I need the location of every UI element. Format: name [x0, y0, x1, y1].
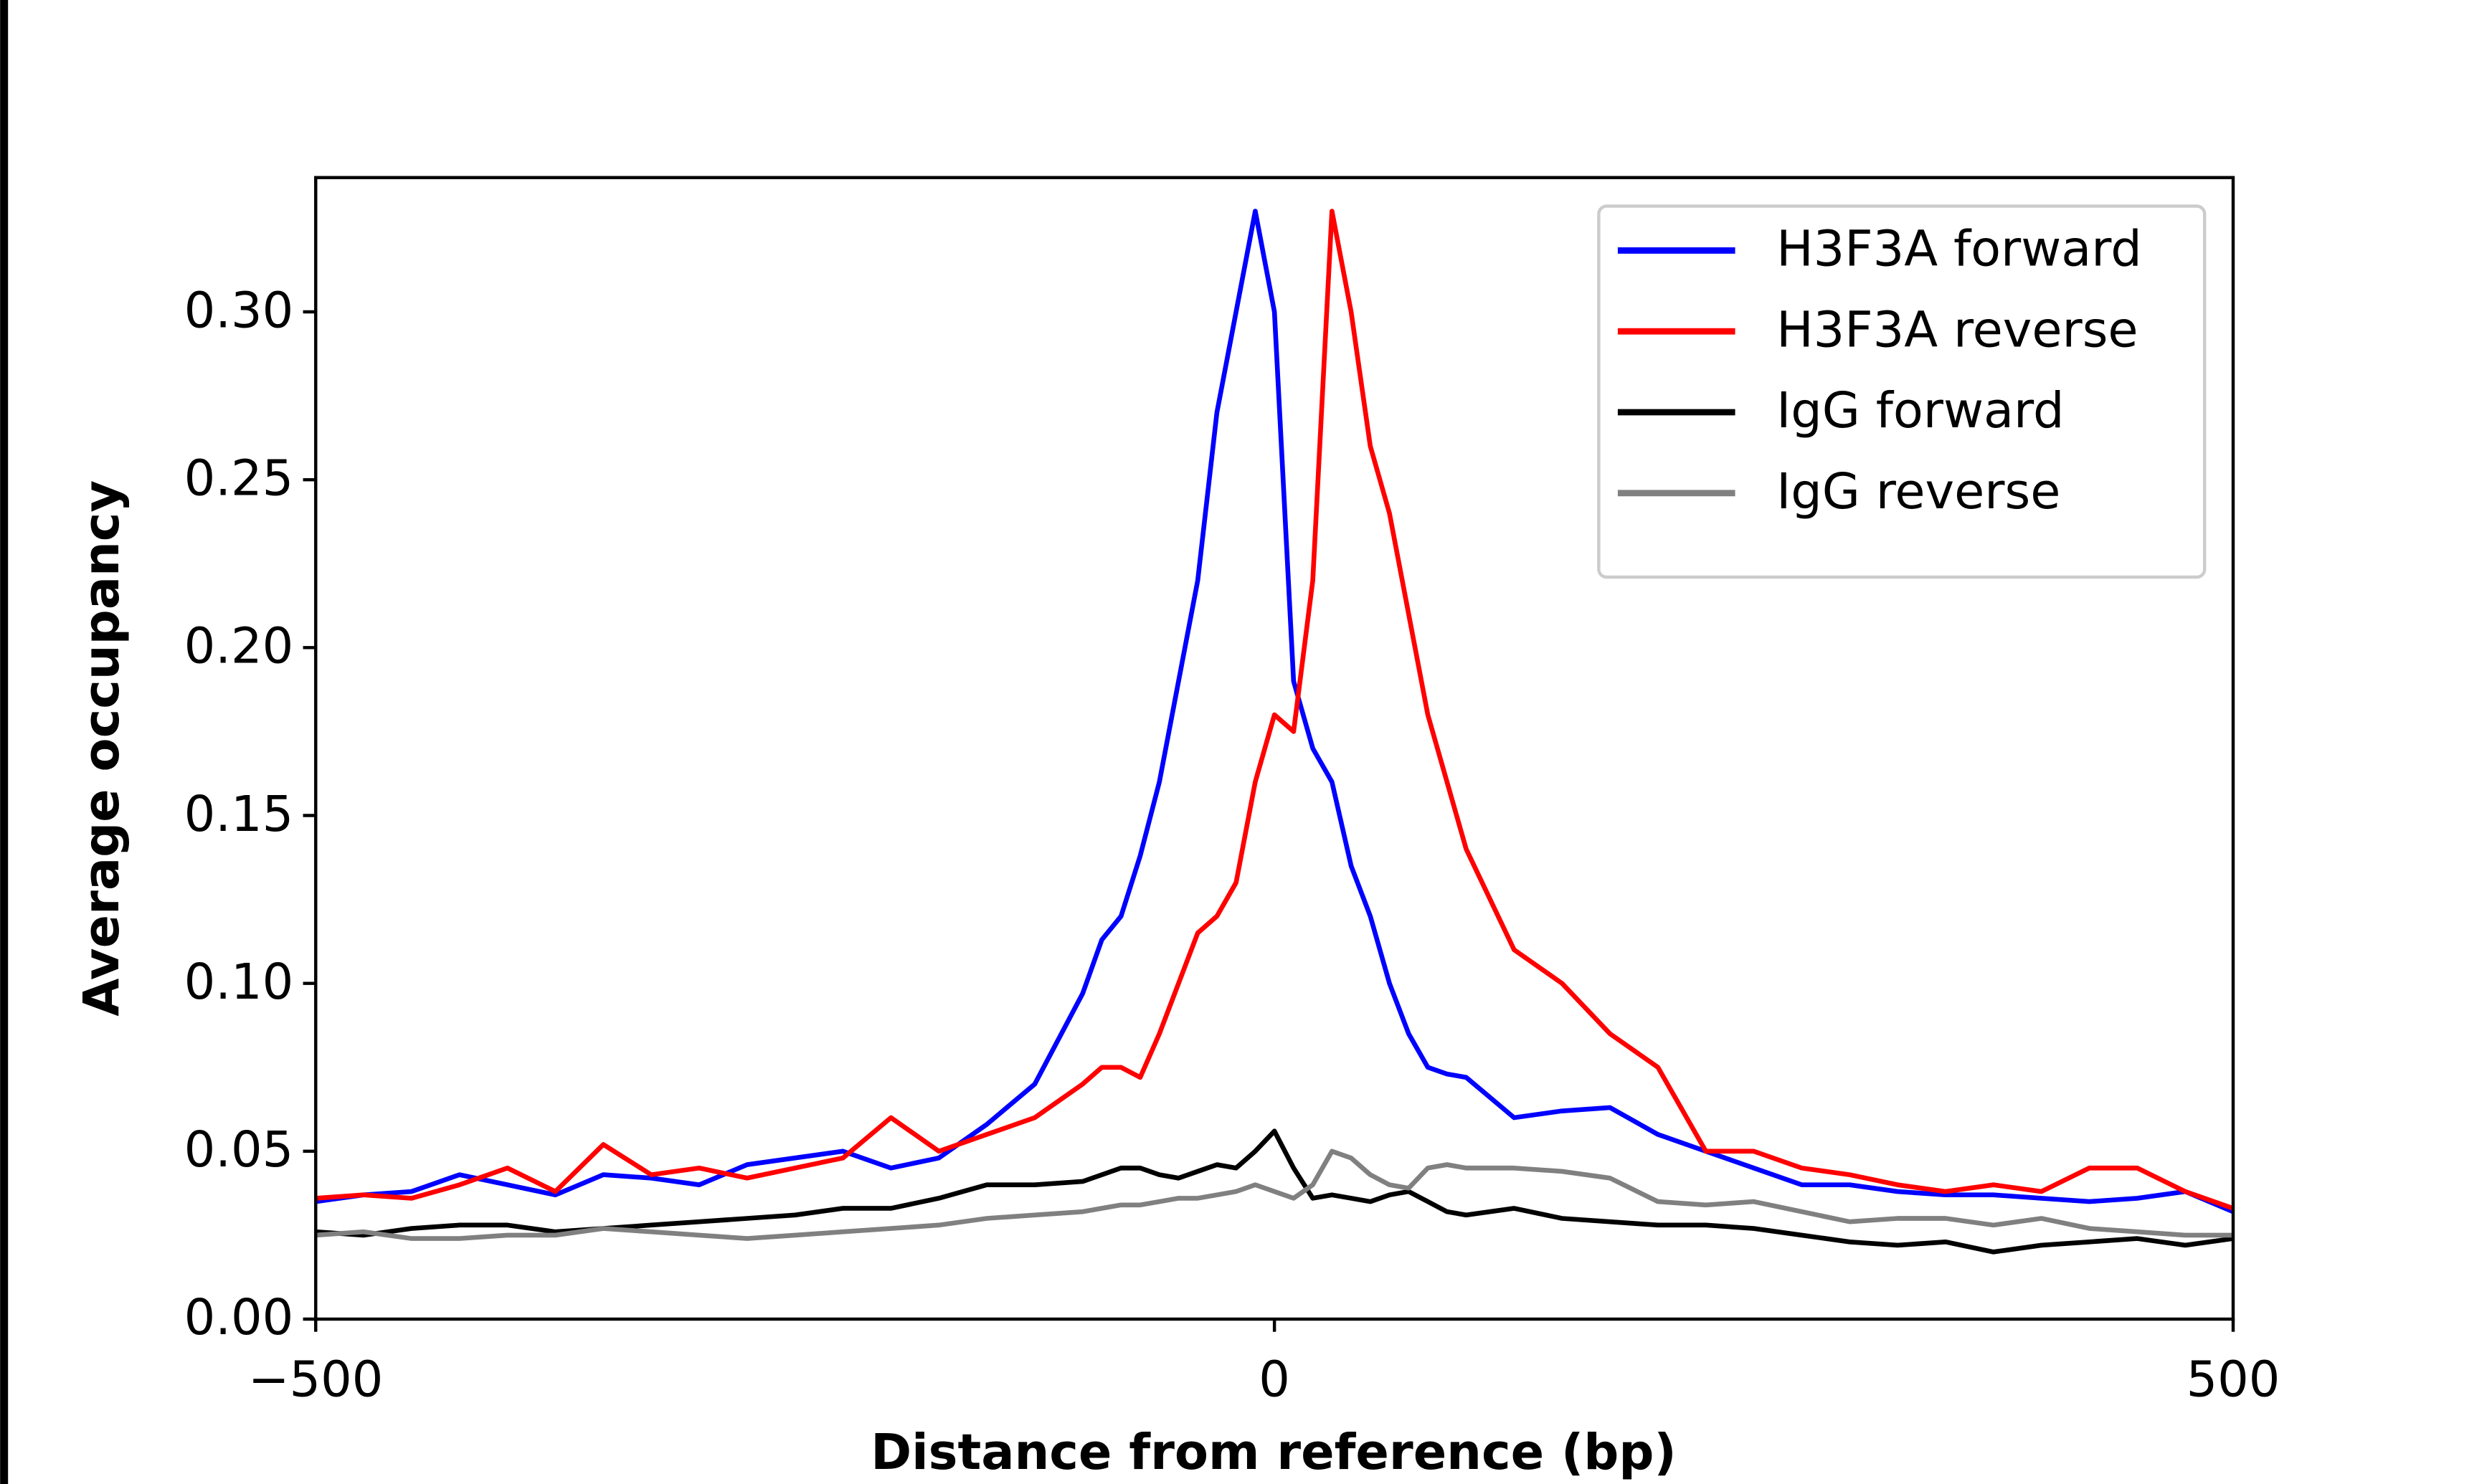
legend-label: H3F3A forward: [1776, 221, 2142, 278]
legend-label: IgG reverse: [1776, 463, 2060, 520]
y-tick-label: 0.10: [184, 953, 294, 1011]
y-tick-label: 0.00: [184, 1289, 294, 1346]
data-line: [316, 1148, 2234, 1241]
legend-box: [1597, 204, 2207, 579]
y-tick-label: 0.15: [184, 786, 294, 843]
y-tick-label: 0.20: [184, 618, 294, 675]
y-tick-label: 0.25: [184, 450, 294, 507]
data-line: [316, 1128, 2234, 1255]
y-axis-label: Average occupancy: [73, 480, 131, 1017]
x-tick-label: 0: [1259, 1351, 1290, 1408]
legend-label: H3F3A reverse: [1776, 301, 2138, 358]
y-tick-label: 0.05: [184, 1121, 294, 1179]
legend-label: IgG forward: [1776, 382, 2064, 439]
y-tick-label: 0.30: [184, 282, 294, 339]
x-axis-label: Distance from reference (bp): [871, 1424, 1677, 1481]
x-tick-label: −500: [248, 1351, 383, 1408]
x-tick-label: 500: [2187, 1351, 2280, 1408]
plot-frame: [314, 176, 2235, 1321]
data-line: [315, 209, 2235, 1214]
left-edge: [0, 0, 9, 1484]
data-line: [316, 209, 2235, 1211]
